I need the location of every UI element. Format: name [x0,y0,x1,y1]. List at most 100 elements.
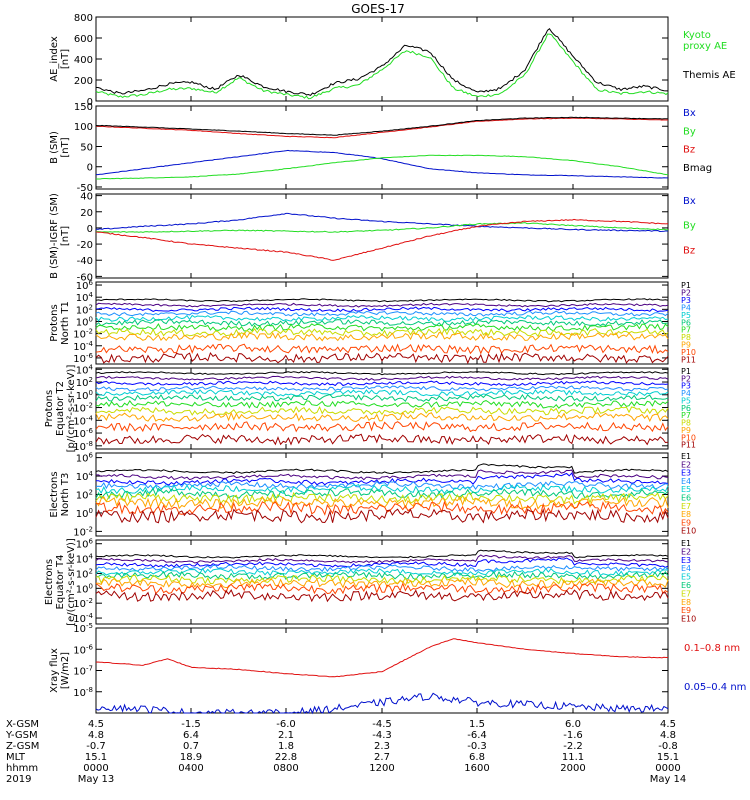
channel-label-p4: P4 [681,303,691,312]
channel-label-p2: P2 [681,288,691,297]
channel-label-e3: E3 [681,556,691,565]
panel-ee: Electrons Equator T4 [e/(cm²-s-sr-keV)] E1E… [44,538,696,626]
series-line-themis-ae [96,27,668,97]
y-tick-label: 106 [76,279,94,292]
footer-value: 1.5 [469,719,485,730]
y-tick-label: 106 [76,452,94,465]
footer-value: 6.4 [183,730,199,741]
footer-value: -0.7 [86,741,106,752]
panel-pe: Protons Equator T2 [p/(cm²-s-sr-keV)] P1P2P… [44,365,696,453]
footer-row-label: Z-GSM [6,741,39,752]
y-axis-title: Protons [49,304,60,341]
channel-line-e6 [95,570,669,581]
channel-line-p5 [95,389,669,397]
channel-line-e7 [95,491,669,505]
footer-value: 1.8 [278,741,294,752]
y-tick-label: 100 [76,582,93,595]
channel-line-e1 [95,549,669,559]
channel-label-p10: P10 [681,348,696,357]
y-axis-title: Equator T2 [55,381,66,436]
channel-label-p9: P9 [681,341,691,350]
panel-frame [95,627,669,714]
channel-label-e6: E6 [681,494,691,503]
channel-line-p5 [95,314,669,322]
y-tick-label: 10-2 [73,597,93,610]
footer-value: -0.8 [658,741,678,752]
channel-line-p1 [95,298,669,303]
y-tick-label: 200 [74,76,93,87]
channel-line-p3 [95,380,669,387]
channel-label-p9: P9 [681,426,691,435]
footer-value: 2.3 [374,741,390,752]
y-tick-label: 100 [76,507,93,520]
y-axis-title: AE_index [49,36,60,82]
series-line-bx [95,212,669,233]
y-tick-label: 100 [76,389,93,402]
y-tick-label: 0 [87,97,93,108]
channel-label-e7: E7 [681,502,691,511]
y-tick-label: 10-2 [73,525,93,538]
legend-label: Bmag [683,163,712,174]
channel-line-p8 [95,406,669,416]
channel-label-p6: P6 [681,404,691,413]
channel-line-p9 [95,411,669,423]
channel-label-p10: P10 [681,433,696,442]
channel-label-e9: E9 [681,518,691,527]
y-tick-label: -40 [77,256,93,267]
footer-value: -1.5 [181,719,201,730]
y-tick-label: 102 [76,376,93,389]
channel-line-p7 [95,323,669,332]
y-tick-label: -20 [77,240,93,251]
channel-line-e9 [95,500,669,516]
footer-value: 4.8 [88,730,104,741]
channel-line-p11 [95,433,669,446]
footer-value: 0800 [273,763,298,774]
channel-label-p5: P5 [681,396,691,405]
footer-value: -4.3 [372,730,392,741]
footer-value: -1.6 [563,730,583,741]
footer-value: 4.5 [660,719,676,730]
y-axis-title: B (SM)-IGRF (SM) [49,193,60,279]
footer-value: 6.8 [469,752,485,763]
footer-value: -6.4 [467,730,487,741]
legend-label: 0.05–0.4 nm [684,682,746,693]
channel-line-p6 [95,393,669,402]
channel-label-e1: E1 [681,452,691,461]
y-tick-label: 102 [76,567,93,580]
y-tick-label: 104 [76,363,94,376]
y-axis-title: Equator T4 [55,555,66,610]
footer-date-end: May 14 [650,774,687,785]
y-tick-label: 102 [76,489,93,502]
channel-line-p3 [95,306,669,313]
channel-line-e4 [95,564,669,573]
channel-label-e8: E8 [681,598,691,607]
channel-line-e6 [95,487,669,500]
y-tick-label: 10-4 [73,414,93,427]
legend-label: Bx [683,196,696,207]
channel-label-e10: E10 [681,527,696,536]
channel-label-e4: E4 [681,477,691,486]
series-line-by [96,154,669,180]
legend-label: 0.1–0.8 nm [684,643,740,654]
footer-value: 22.8 [275,752,297,763]
legend-label: Bz [683,145,695,156]
channel-label-e2: E2 [681,547,691,556]
y-axis-title: North T3 [60,473,71,517]
legend-label: By [683,126,696,137]
footer-date-start: May 13 [78,774,115,785]
footer-value: -6.0 [276,719,296,730]
channel-line-e8 [95,495,669,510]
footer-year: 2019 [6,774,31,785]
channel-label-e5: E5 [681,485,691,494]
legend-label: Themis AE [682,70,736,81]
y-tick-label: 104 [76,470,94,483]
channel-line-p9 [95,331,669,342]
y-axis-title: Electrons [44,559,55,605]
y-tick-label: 10-7 [73,665,93,678]
channel-line-e3 [95,472,669,486]
y-axis-title: North T1 [60,301,71,345]
y-tick-label: 100 [76,315,93,328]
y-tick-label: 10-2 [73,328,93,341]
y-axis-title: [nT] [60,49,71,69]
